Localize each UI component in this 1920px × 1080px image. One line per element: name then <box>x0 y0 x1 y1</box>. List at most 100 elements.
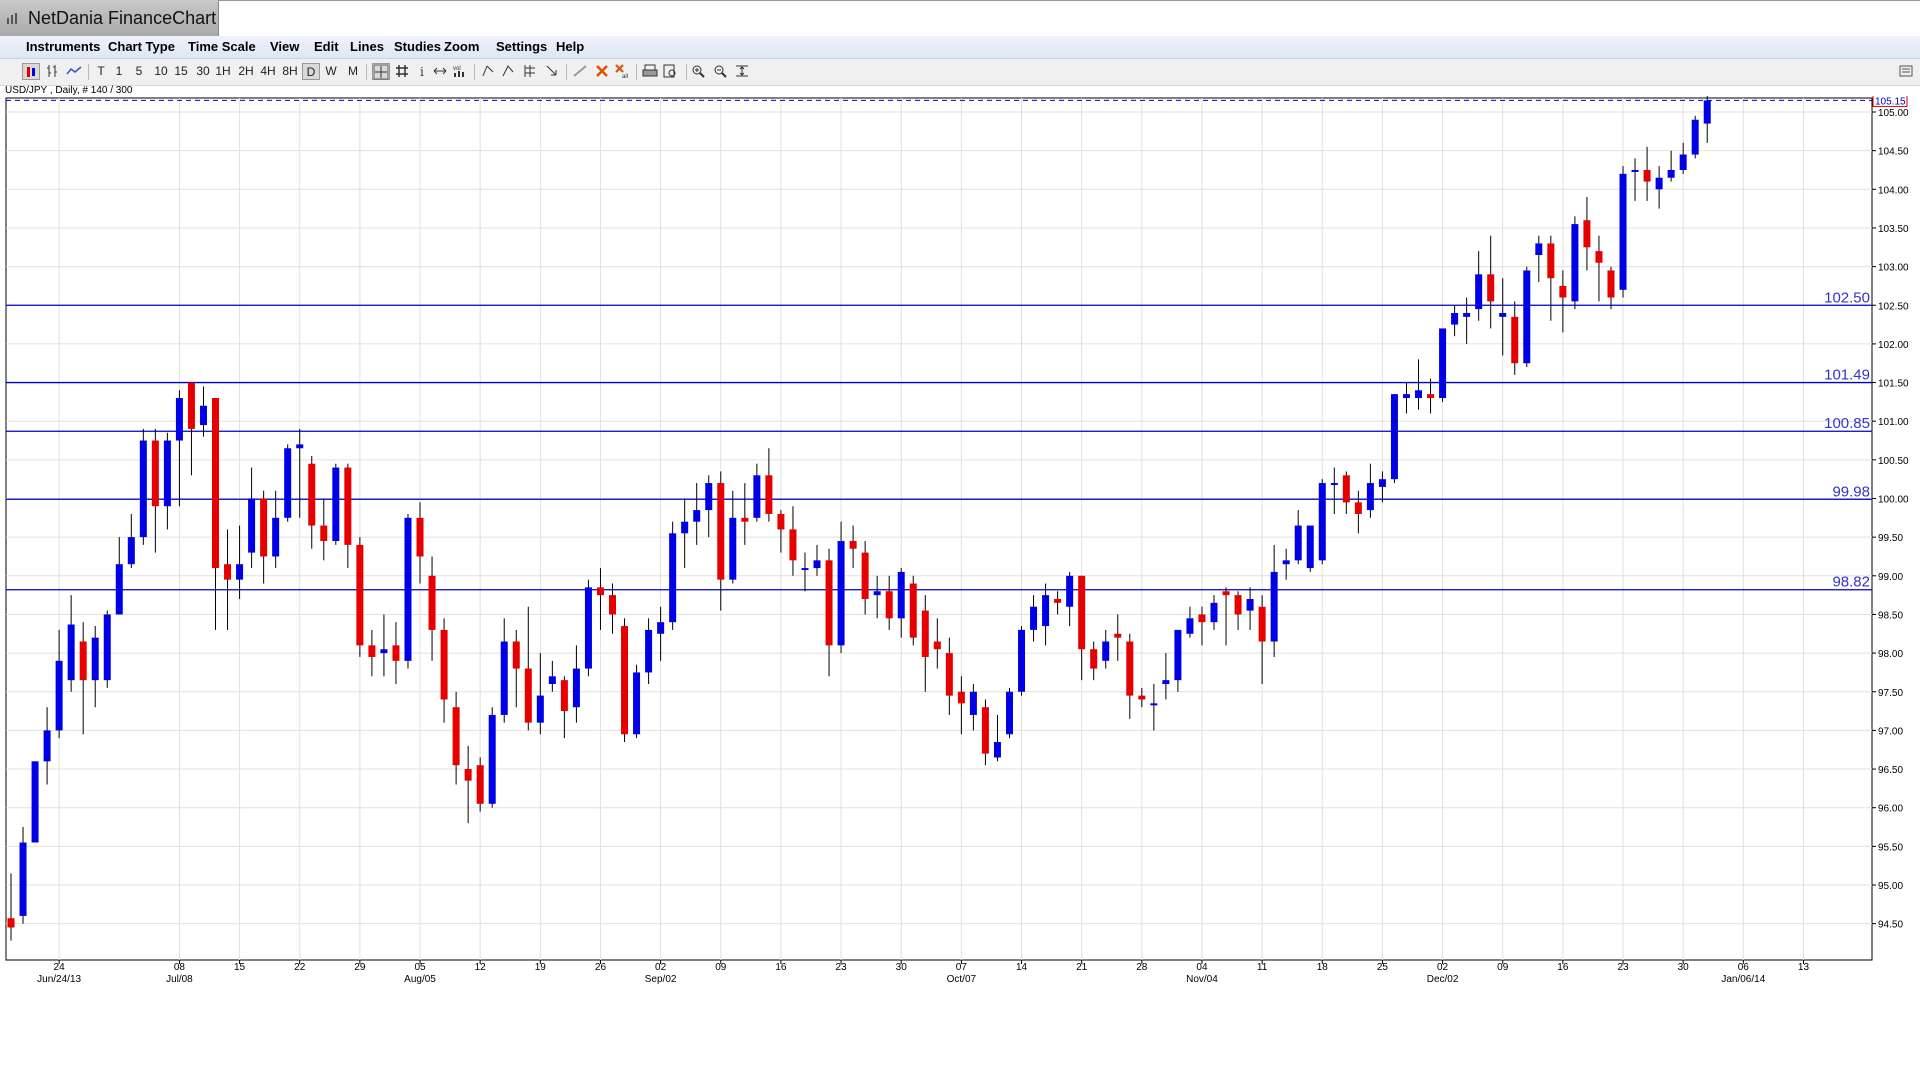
candle-down <box>789 529 797 561</box>
candle-up <box>332 467 340 542</box>
timescale-d-button[interactable]: D <box>302 63 320 80</box>
fibonacci-tool-icon[interactable] <box>522 63 540 80</box>
timescale-w-button[interactable]: W <box>325 64 337 78</box>
candle-down <box>392 645 400 661</box>
level-label: 101.49 <box>1824 367 1870 384</box>
candle-up <box>1246 598 1254 611</box>
candlestick-chart-icon[interactable] <box>22 63 40 80</box>
candle-up <box>693 510 701 522</box>
candlestick-chart[interactable]: 94.50 95.00 95.50 96.00 96.50 97.00 97.50 98.00… <box>0 96 1920 1016</box>
candle-up <box>103 614 111 681</box>
symbol-label: USD/JPY , Daily, # 140 / 300 <box>5 85 133 96</box>
timescale-5-button[interactable]: 5 <box>135 64 143 78</box>
trendline-tool-icon[interactable] <box>480 63 496 80</box>
candle-up <box>1390 394 1398 480</box>
candle-down <box>921 610 929 657</box>
y-tick-label: 95.00 <box>1878 881 1903 892</box>
candle-down <box>849 541 857 549</box>
scroll-arrows-icon[interactable] <box>432 63 448 80</box>
candle-down <box>320 525 328 542</box>
candle-down <box>524 668 532 723</box>
grid-icon[interactable] <box>394 63 410 80</box>
candle-down <box>1138 695 1146 700</box>
menu-edit[interactable]: Edit <box>314 39 339 54</box>
fit-zoom-icon[interactable] <box>734 63 752 80</box>
x-tick-label: 08 <box>174 962 186 973</box>
candle-up <box>1306 525 1314 569</box>
x-tick-label: 02 <box>1437 962 1449 973</box>
y-tick-label: 103.00 <box>1878 263 1909 274</box>
candle-up <box>1150 703 1158 706</box>
timescale-10-button[interactable]: 10 <box>154 64 168 78</box>
candle-down <box>7 918 15 928</box>
line-chart-icon[interactable] <box>66 63 84 80</box>
candle-up <box>488 714 496 804</box>
menu-time-scale[interactable]: Time Scale <box>188 39 256 54</box>
crosshair-icon[interactable] <box>372 63 390 80</box>
info-icon[interactable]: i <box>414 63 428 80</box>
menu-zoom[interactable]: Zoom <box>444 39 480 54</box>
x-tick-label: 04 <box>1196 962 1208 973</box>
toolbar-separator <box>566 64 567 80</box>
menu-view[interactable]: View <box>270 39 300 54</box>
x-tick-label: 14 <box>1016 962 1028 973</box>
menu-instruments[interactable]: Instruments <box>26 39 101 54</box>
menu-studies[interactable]: Studies <box>394 39 441 54</box>
svg-text:i: i <box>420 65 424 79</box>
candle-down <box>560 680 568 712</box>
candle-up <box>1415 390 1423 399</box>
timescale-2h-button[interactable]: 2H <box>238 64 254 78</box>
y-tick-label: 100.50 <box>1878 456 1909 467</box>
x-tick-label: 29 <box>354 962 366 973</box>
zoom-out-icon[interactable] <box>712 63 730 80</box>
candle-down <box>885 591 893 619</box>
candle-up <box>1174 629 1182 681</box>
channel-tool-icon[interactable] <box>500 63 516 80</box>
x-date-label: Dec/02 <box>1427 974 1459 985</box>
x-date-label: Aug/05 <box>404 974 436 985</box>
level-label: 99.98 <box>1832 483 1870 500</box>
candle-up <box>1102 641 1110 661</box>
timescale-m-button[interactable]: M <box>348 64 358 78</box>
x-date-label: Jul/08 <box>166 974 193 985</box>
toolbar-separator <box>88 64 89 80</box>
x-tick-label: 24 <box>54 962 66 973</box>
timescale-1h-button[interactable]: 1H <box>215 64 231 78</box>
arrow-tool-icon[interactable] <box>544 63 560 80</box>
menu-settings[interactable]: Settings <box>496 39 548 54</box>
candle-up <box>1378 479 1386 487</box>
delete-all-icon[interactable]: all <box>614 63 632 80</box>
bar-chart-icon[interactable] <box>44 63 62 80</box>
timescale-1-button[interactable]: 1 <box>115 64 123 78</box>
candle-up <box>657 622 665 634</box>
volume-icon[interactable]: vol <box>452 63 468 80</box>
timescale-30-button[interactable]: 30 <box>196 64 210 78</box>
timescale-8h-button[interactable]: 8H <box>282 64 298 78</box>
print-preview-icon[interactable] <box>662 63 680 80</box>
timescale-4h-button[interactable]: 4H <box>260 64 276 78</box>
candle-up <box>993 741 1001 758</box>
x-tick-label: 12 <box>475 962 487 973</box>
candle-up <box>548 676 556 685</box>
candle-up <box>729 517 737 580</box>
menu-help[interactable]: Help <box>556 39 585 54</box>
plot-area <box>5 97 1873 961</box>
settings-panel-icon[interactable] <box>1898 63 1916 80</box>
y-tick-label: 96.50 <box>1878 765 1903 776</box>
draw-line-icon[interactable] <box>572 63 588 80</box>
zoom-in-icon[interactable] <box>690 63 708 80</box>
candle-up <box>1018 629 1026 692</box>
menu-chart-type[interactable]: Chart Type <box>108 39 175 54</box>
menu-lines[interactable]: Lines <box>350 39 384 54</box>
x-date-label: Sep/02 <box>645 974 677 985</box>
candle-up <box>837 541 845 646</box>
level-label: 102.50 <box>1824 289 1870 306</box>
x-tick-label: 22 <box>294 962 306 973</box>
x-tick-label: 26 <box>595 962 607 973</box>
y-tick-label: 95.50 <box>1878 842 1903 853</box>
timescale-t-button[interactable]: T <box>97 64 105 78</box>
timescale-15-button[interactable]: 15 <box>174 64 188 78</box>
candle-up <box>500 641 508 715</box>
delete-drawing-icon[interactable] <box>594 63 610 80</box>
print-icon[interactable] <box>642 63 660 80</box>
